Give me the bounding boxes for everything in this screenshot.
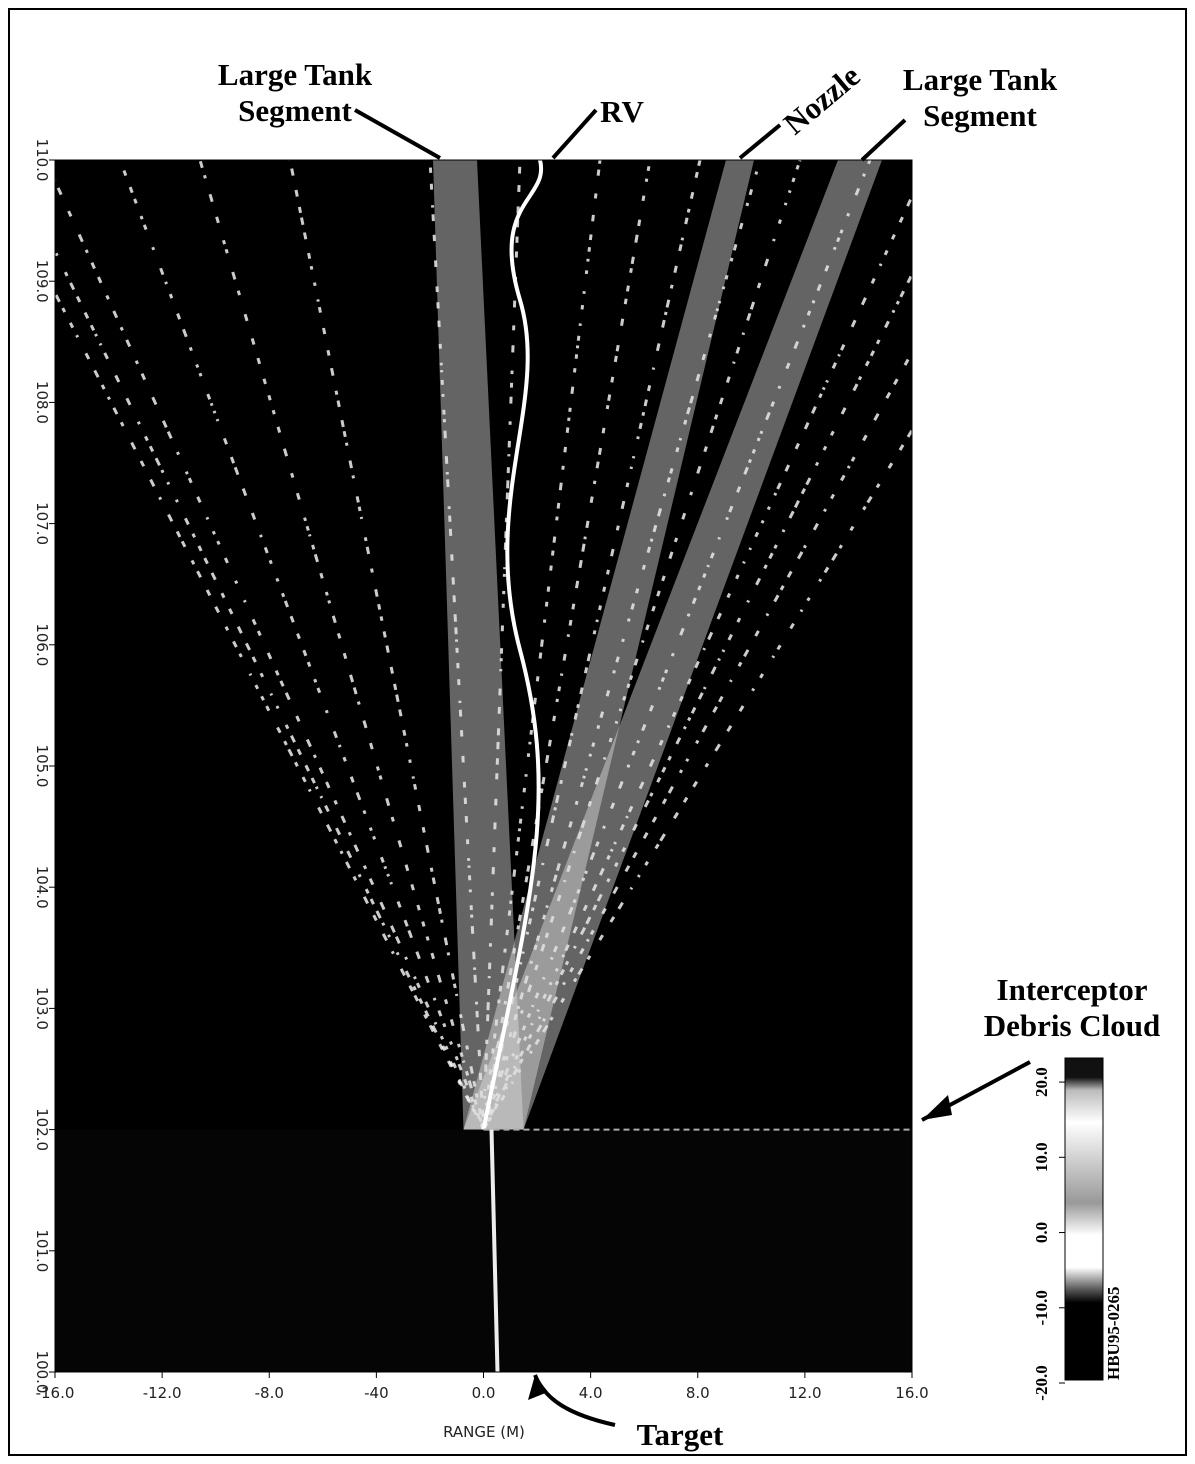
colorbar-tick-label: 10.0 <box>1032 1142 1051 1172</box>
debris-streak <box>428 159 485 1130</box>
debris-streak <box>482 159 602 1130</box>
colorbar-tick-label: 20.0 <box>1032 1067 1051 1097</box>
annotation-line: Large Tank <box>218 57 373 92</box>
annotation-line: Target <box>637 1417 724 1452</box>
annotation-line: Debris Cloud <box>984 1008 1161 1043</box>
y-tick-label: 100.0 <box>33 1351 51 1394</box>
annotation-arrow <box>860 118 907 162</box>
y-tick-label: 101.0 <box>33 1229 51 1272</box>
annotation: Nozzle <box>777 58 867 141</box>
frame <box>8 8 1187 1456</box>
x-tick-label: 4.0 <box>579 1384 603 1402</box>
colorbar-tick-label: -20.0 <box>1032 1365 1051 1400</box>
annotation: RV <box>600 94 644 129</box>
debris-streak <box>482 159 522 1130</box>
debris-streak <box>482 159 652 1130</box>
y-tick-label: 103.0 <box>33 987 51 1030</box>
rv-track <box>481 159 544 1130</box>
debris-streak <box>482 195 914 1131</box>
annotation-arrow <box>533 1374 616 1427</box>
y-tick-label: 102.0 <box>33 1108 51 1151</box>
debris-streak <box>53 180 485 1131</box>
arrow-head <box>922 1095 952 1120</box>
annotation: Large Tank Segment <box>218 57 373 128</box>
arrow-head <box>528 1375 548 1400</box>
bright-band <box>433 160 524 1130</box>
annotation: Interceptor Debris Cloud <box>984 972 1161 1043</box>
annotation-arrow <box>551 108 598 160</box>
annotation-arrow <box>738 123 782 160</box>
bright-band <box>463 160 754 1130</box>
lower-region <box>55 1129 912 1372</box>
annotation-line: Segment <box>923 98 1037 133</box>
y-tick-label: 105.0 <box>33 745 51 788</box>
annotation-line: Segment <box>238 93 352 128</box>
annotation-line: Nozzle <box>777 58 867 141</box>
annotation: Target <box>637 1417 724 1452</box>
y-tick-label: 106.0 <box>33 623 51 666</box>
y-tick-label: 107.0 <box>33 502 51 545</box>
x-tick-label: -12.0 <box>143 1384 182 1402</box>
x-tick-label: 8.0 <box>686 1384 710 1402</box>
debris-streak <box>482 159 702 1130</box>
debris-streak <box>53 292 485 1131</box>
x-tick-label: -40 <box>364 1384 389 1402</box>
annotation-line: Interceptor <box>997 972 1148 1007</box>
bright-band <box>463 160 882 1130</box>
colorbar <box>1064 1057 1104 1381</box>
y-tick-label: 104.0 <box>33 866 51 909</box>
colorbar-tick-label: 0.0 <box>1032 1222 1051 1243</box>
x-tick-label: 0.0 <box>472 1384 496 1402</box>
debris-streak <box>482 351 914 1131</box>
debris-streak <box>482 429 914 1131</box>
annotation-line: Large Tank <box>903 62 1058 97</box>
x-axis-label: RANGE (M) <box>443 1423 525 1441</box>
annotation-arrow <box>354 108 441 160</box>
target-track <box>489 1129 500 1373</box>
x-tick-label: -16.0 <box>36 1384 75 1402</box>
x-tick-label: 12.0 <box>788 1384 821 1402</box>
annotation: Large Tank Segment <box>903 62 1058 133</box>
radar-returns <box>53 159 914 1373</box>
annotation-line: RV <box>600 94 644 129</box>
y-tick-label: 110.0 <box>33 139 51 182</box>
figure-id: HBU95-0265 <box>1104 1287 1123 1381</box>
x-tick-label: -8.0 <box>255 1384 284 1402</box>
colorbar-tick-label: -10.0 <box>1032 1290 1051 1325</box>
y-tick-label: 109.0 <box>33 260 51 303</box>
x-tick-label: 16.0 <box>895 1384 928 1402</box>
debris-streak <box>482 159 802 1131</box>
plot-area <box>53 159 914 1373</box>
y-tick-label: 108.0 <box>33 381 51 424</box>
